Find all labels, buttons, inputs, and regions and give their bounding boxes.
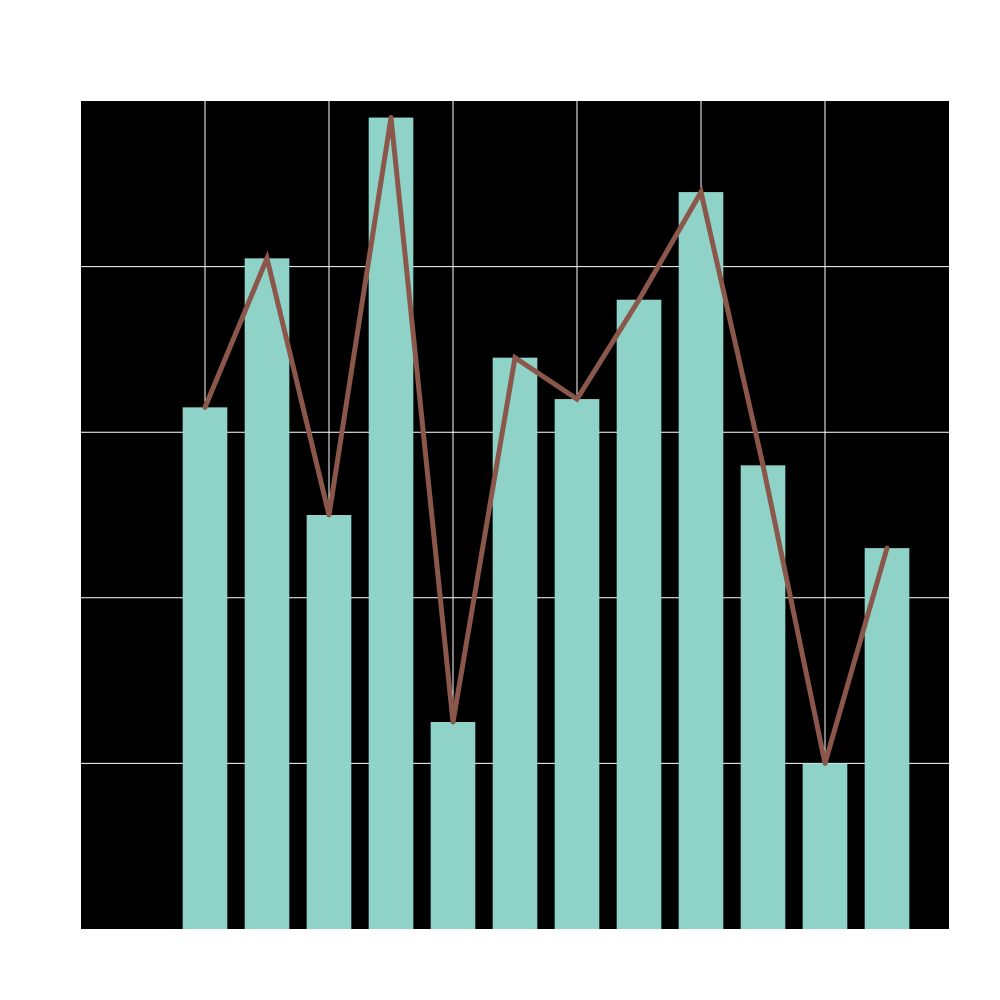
line-point xyxy=(885,546,890,551)
line-point xyxy=(389,115,394,120)
line-point xyxy=(513,355,518,360)
bar xyxy=(245,258,290,929)
bar xyxy=(183,407,228,929)
line-point xyxy=(761,463,766,468)
line-point xyxy=(823,761,828,766)
line-point xyxy=(699,190,704,195)
line-point xyxy=(451,720,456,725)
line-point xyxy=(575,397,580,402)
bar xyxy=(369,118,414,929)
line-point xyxy=(327,513,332,518)
line-point xyxy=(203,405,208,410)
line-point xyxy=(265,256,270,261)
bar xyxy=(431,722,476,929)
bar xyxy=(679,192,724,929)
bar xyxy=(617,300,662,929)
bar xyxy=(307,515,352,929)
bar xyxy=(803,763,848,929)
line-point xyxy=(637,297,642,302)
bar xyxy=(555,399,600,929)
